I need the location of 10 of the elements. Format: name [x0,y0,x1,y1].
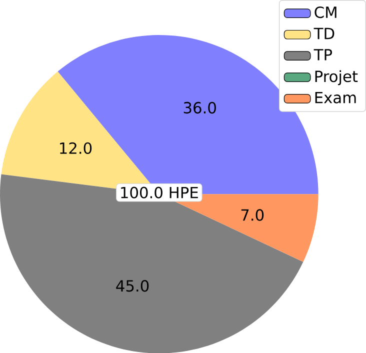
data-label: 36.0 [184,102,216,114]
data-label: 12.0 [60,142,92,154]
text: 100.0 HPE [121,186,198,198]
legend-label: Projet [315,70,358,86]
data-label: 7.0 [241,209,264,221]
data-label: 45.0 [116,280,149,292]
legend-label: TD [314,28,334,39]
legend-label: Exam [315,92,356,104]
legend-label: CM [314,6,336,18]
legend-label: TP [314,48,332,60]
